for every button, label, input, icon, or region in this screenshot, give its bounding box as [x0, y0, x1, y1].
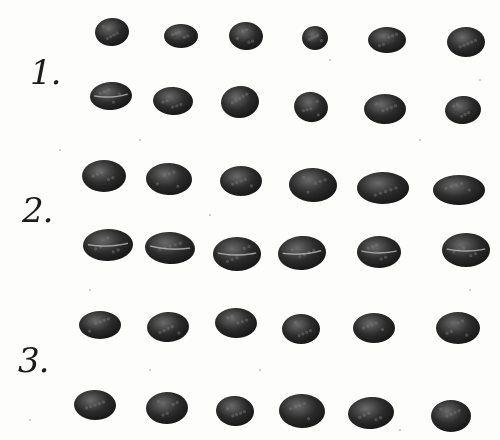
paper-speck [139, 139, 141, 141]
coffee-bean [447, 27, 485, 57]
coffee-bean [95, 17, 129, 47]
coffee-bean [216, 395, 254, 427]
paper-speck [419, 139, 421, 141]
coffee-bean [433, 175, 485, 205]
group-label-1: 1. [30, 53, 61, 93]
coffee-bean [146, 162, 192, 196]
paper-speck [29, 419, 31, 421]
coffee-bean [153, 86, 193, 116]
coffee-bean [221, 85, 259, 119]
coffee-bean [442, 233, 490, 267]
coffee-bean [368, 27, 406, 53]
coffee-bean [353, 313, 395, 343]
coffee-bean [164, 24, 198, 48]
paper-speck [149, 369, 151, 371]
coffee-bean [83, 228, 133, 262]
coffee-bean [90, 81, 132, 111]
paper-speck [209, 214, 211, 216]
coffee-bean [215, 307, 257, 339]
coffee-bean [357, 172, 409, 204]
coffee-bean [213, 237, 261, 271]
coffee-bean [220, 166, 262, 196]
coffee-bean [357, 236, 401, 268]
coffee-bean [364, 94, 406, 124]
coffee-bean [146, 391, 188, 425]
coffee-bean [145, 231, 195, 265]
coffee-bean [294, 91, 328, 123]
coffee-bean [431, 400, 471, 432]
paper-speck [259, 369, 261, 371]
paper-speck [479, 79, 481, 81]
coffee-bean [348, 396, 394, 430]
coffee-bean [289, 167, 337, 203]
coffee-bean [82, 160, 126, 192]
coffee-bean [302, 26, 328, 50]
paper-speck [329, 59, 331, 61]
coffee-bean [279, 393, 325, 429]
paper-speck [399, 429, 401, 431]
group-label-3: 3. [18, 341, 49, 381]
paper-speck [59, 149, 61, 151]
coffee-bean [74, 389, 116, 421]
paper-speck [469, 289, 471, 291]
coffee-bean [147, 311, 189, 343]
coffee-bean [229, 21, 263, 51]
paper-speck [89, 289, 91, 291]
coffee-bean [436, 312, 480, 344]
coffee-bean [282, 314, 320, 344]
coffee-bean [445, 95, 481, 125]
coffee-bean [79, 311, 121, 339]
group-label-2: 2. [22, 191, 53, 231]
coffee-bean [278, 235, 326, 271]
